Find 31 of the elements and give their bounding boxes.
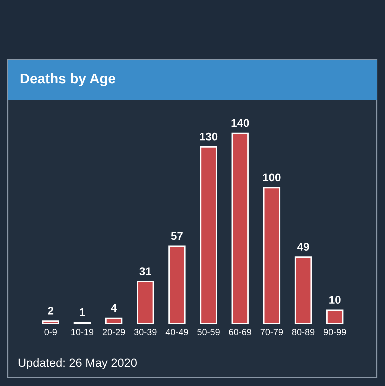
data-label: 57	[171, 232, 183, 240]
data-label: 1	[80, 308, 86, 316]
bar	[105, 318, 123, 324]
x-tick-label: 50-59	[198, 329, 220, 336]
bar	[137, 281, 154, 324]
data-label: 49	[298, 243, 310, 251]
data-label: 4	[111, 304, 118, 312]
x-tick-label: 10-19	[72, 329, 94, 336]
x-tick-label: 70-79	[260, 329, 284, 336]
data-label: 130	[200, 132, 218, 141]
bar	[232, 132, 249, 324]
bar	[263, 187, 281, 324]
text: Updated: 26 May 2020	[18, 358, 137, 370]
bar	[294, 256, 312, 324]
bar	[200, 146, 218, 324]
x-tick-label: 20-29	[102, 329, 126, 336]
data-label: 10	[330, 296, 341, 304]
data-label: 2	[48, 307, 54, 315]
bar	[326, 310, 344, 324]
bar	[42, 320, 60, 324]
x-tick-label: 60-69	[229, 329, 252, 336]
data-label: 31	[140, 268, 152, 276]
x-tick-label: 80-89	[292, 329, 315, 336]
bar	[168, 246, 186, 324]
x-tick-label: 30-39	[134, 329, 157, 336]
x-tick-label: 40-49	[166, 329, 188, 336]
data-label: 100	[263, 174, 281, 182]
x-tick-label: 90-99	[324, 329, 346, 336]
data-label: 140	[232, 119, 250, 128]
x-tick-label: 0-9	[44, 329, 57, 336]
chart-title: Deaths by Age	[20, 73, 116, 87]
